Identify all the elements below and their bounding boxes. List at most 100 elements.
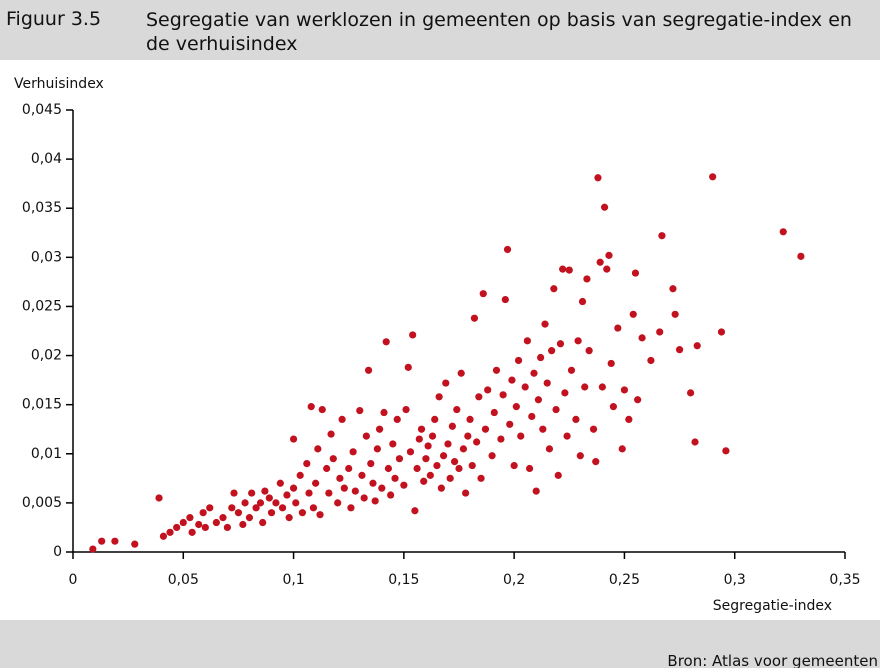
- data-point: [296, 471, 304, 479]
- data-point: [565, 266, 573, 274]
- data-point: [159, 532, 168, 540]
- data-point: [276, 479, 284, 487]
- data-point: [484, 386, 492, 394]
- data-point: [334, 499, 342, 507]
- x-tick-label: 0,2: [503, 572, 525, 588]
- data-point: [550, 285, 558, 293]
- data-point: [574, 337, 582, 345]
- data-point: [470, 314, 479, 322]
- data-point: [283, 491, 291, 499]
- data-point: [409, 331, 417, 339]
- data-point: [435, 393, 443, 401]
- data-point: [497, 435, 505, 443]
- data-point: [530, 369, 538, 377]
- data-point: [261, 487, 269, 495]
- data-point: [572, 415, 580, 423]
- data-point: [186, 514, 194, 522]
- data-point: [656, 328, 664, 336]
- data-point: [475, 393, 483, 401]
- data-point: [525, 464, 534, 473]
- data-point: [596, 258, 604, 266]
- data-point: [336, 474, 344, 482]
- data-point: [523, 337, 531, 345]
- data-point: [576, 452, 584, 460]
- data-point: [420, 477, 428, 485]
- data-point: [439, 452, 448, 460]
- y-tick-label: 0,025: [22, 298, 62, 314]
- data-point: [404, 363, 412, 371]
- data-point: [256, 499, 265, 507]
- data-point: [537, 353, 545, 362]
- x-tick-label: 0,1: [282, 572, 304, 588]
- data-point: [303, 460, 311, 468]
- data-point: [431, 415, 439, 423]
- data-point: [292, 499, 300, 507]
- data-point: [492, 366, 501, 374]
- data-point: [620, 386, 629, 394]
- data-point: [453, 405, 461, 414]
- data-point: [360, 494, 368, 502]
- data-point: [455, 464, 463, 473]
- data-point: [248, 489, 256, 497]
- data-point: [722, 447, 730, 455]
- data-point: [501, 295, 509, 304]
- data-point: [395, 455, 404, 463]
- data-point: [358, 471, 366, 479]
- data-point: [199, 509, 207, 517]
- data-point: [314, 445, 322, 453]
- data-point: [473, 438, 481, 446]
- x-tick-label: 0,35: [829, 572, 860, 588]
- data-point: [259, 518, 267, 527]
- data-point: [444, 440, 452, 448]
- data-point: [413, 464, 421, 473]
- data-point: [517, 432, 525, 440]
- data-point: [563, 432, 571, 440]
- data-point: [437, 484, 445, 492]
- data-point: [598, 383, 606, 391]
- x-tick-label: 0,15: [388, 572, 419, 588]
- data-point: [479, 290, 487, 298]
- data-point: [581, 383, 589, 391]
- data-point: [371, 497, 379, 505]
- data-point: [561, 389, 569, 397]
- data-point: [369, 479, 377, 487]
- data-point: [459, 445, 468, 453]
- data-point: [411, 507, 419, 515]
- data-point: [201, 523, 209, 532]
- data-point: [631, 269, 640, 277]
- data-point: [779, 228, 787, 236]
- data-point: [797, 252, 805, 260]
- data-point: [675, 346, 684, 354]
- data-point: [490, 408, 498, 417]
- data-point: [312, 479, 320, 487]
- y-tick-label: 0,01: [31, 446, 62, 462]
- data-point: [554, 471, 562, 479]
- data-point: [267, 509, 276, 517]
- data-point: [422, 455, 430, 463]
- y-tick-label: 0: [53, 544, 62, 560]
- data-point: [552, 405, 560, 414]
- y-tick-label: 0,045: [22, 102, 62, 118]
- data-point: [239, 520, 247, 529]
- data-point: [265, 494, 273, 502]
- data-point: [285, 514, 293, 522]
- data-point: [466, 415, 474, 423]
- data-point: [510, 461, 518, 470]
- data-point: [234, 509, 243, 517]
- data-point: [400, 481, 408, 489]
- data-point: [380, 408, 388, 417]
- data-point: [351, 487, 359, 495]
- data-point: [289, 484, 298, 492]
- data-point: [545, 445, 554, 453]
- data-point: [603, 265, 611, 273]
- data-point: [387, 491, 395, 499]
- data-point: [464, 432, 472, 440]
- y-axis-label: Verhuisindex: [14, 76, 104, 92]
- data-point: [638, 334, 646, 342]
- y-tick-label: 0,005: [22, 495, 62, 511]
- data-point: [468, 461, 476, 470]
- data-point: [457, 369, 465, 377]
- data-point: [318, 405, 326, 414]
- data-point: [605, 251, 613, 259]
